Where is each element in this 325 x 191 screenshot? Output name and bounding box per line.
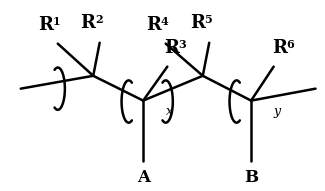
Text: y: y xyxy=(274,105,281,118)
Text: 3: 3 xyxy=(179,39,186,50)
Text: 2: 2 xyxy=(95,15,102,25)
Text: x: x xyxy=(166,105,173,118)
Text: B: B xyxy=(244,169,258,186)
Text: R: R xyxy=(190,14,205,32)
Text: 1: 1 xyxy=(53,16,60,27)
Text: A: A xyxy=(137,169,150,186)
Text: 4: 4 xyxy=(161,16,169,27)
Text: R: R xyxy=(146,16,162,34)
Text: R: R xyxy=(38,16,53,34)
Text: R: R xyxy=(164,39,179,57)
Text: R: R xyxy=(272,39,287,57)
Text: R: R xyxy=(80,14,95,32)
Text: 5: 5 xyxy=(204,15,212,25)
Text: 6: 6 xyxy=(287,39,294,50)
